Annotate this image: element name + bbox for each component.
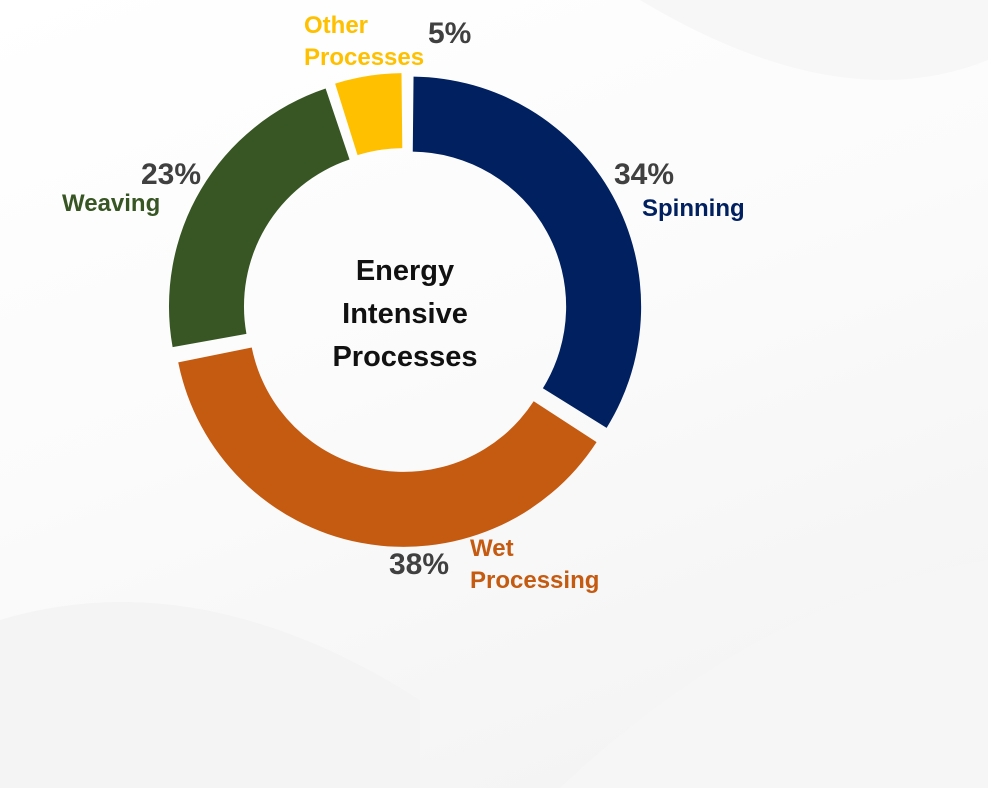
center-title-line: Energy <box>355 255 455 287</box>
category-label-line: Processes <box>304 44 425 71</box>
donut-slices <box>168 73 642 547</box>
data-label-spinning: 34% <box>614 158 675 191</box>
data-label-weaving: 23% <box>141 158 202 191</box>
category-label-line: Spinning <box>642 195 745 222</box>
donut-slice-weaving <box>168 88 350 348</box>
donut-slice-other-processes <box>335 73 403 156</box>
data-label-wet-processing: 38% <box>389 548 450 581</box>
donut-slice-wet-processing <box>178 347 597 547</box>
center-title-line: Intensive <box>342 298 468 330</box>
category-label-line: Processing <box>470 567 600 594</box>
category-label-line: Other <box>304 12 369 39</box>
category-label-line: Wet <box>470 535 514 562</box>
category-label-line: Weaving <box>62 190 161 217</box>
category-label-wet-processing: Wet Processing <box>470 533 599 597</box>
donut-slice-spinning <box>412 76 642 428</box>
category-label-spinning: Spinning <box>642 193 745 225</box>
category-label-other-processes: Other Processes <box>304 10 424 74</box>
category-label-weaving: Weaving <box>62 188 160 220</box>
data-label-other-processes: 5% <box>428 17 472 50</box>
center-title: Energy Intensive Processes <box>305 250 505 379</box>
center-title-line: Processes <box>332 341 478 373</box>
